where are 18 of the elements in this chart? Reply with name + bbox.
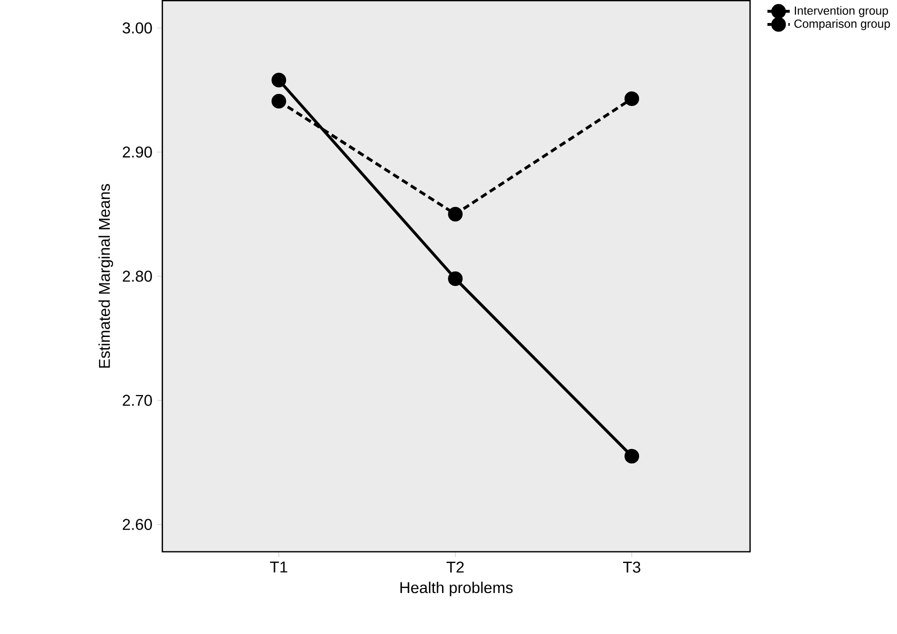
y-tick-label: 2.80 xyxy=(122,270,152,282)
point xyxy=(624,449,640,464)
point xyxy=(624,92,640,106)
legend-label: Comparison group xyxy=(794,19,890,30)
x-axis-title: Health problems xyxy=(400,582,513,596)
y-tick-label: 2.70 xyxy=(122,394,152,406)
y-tick-label: 2.60 xyxy=(122,519,152,530)
point xyxy=(272,72,286,88)
point xyxy=(448,206,463,222)
point xyxy=(448,272,463,286)
x-tick-label: T2 xyxy=(446,562,464,573)
y-axis-title: Estimated Marginal Means xyxy=(98,184,114,368)
y-tick-label: 3.00 xyxy=(122,22,152,34)
point xyxy=(272,94,286,109)
legend-label: Intervention group xyxy=(794,6,888,18)
x-tick-label: T3 xyxy=(623,562,640,573)
x-tick-label: T1 xyxy=(270,562,288,573)
y-tick-label: 2.90 xyxy=(122,146,152,158)
